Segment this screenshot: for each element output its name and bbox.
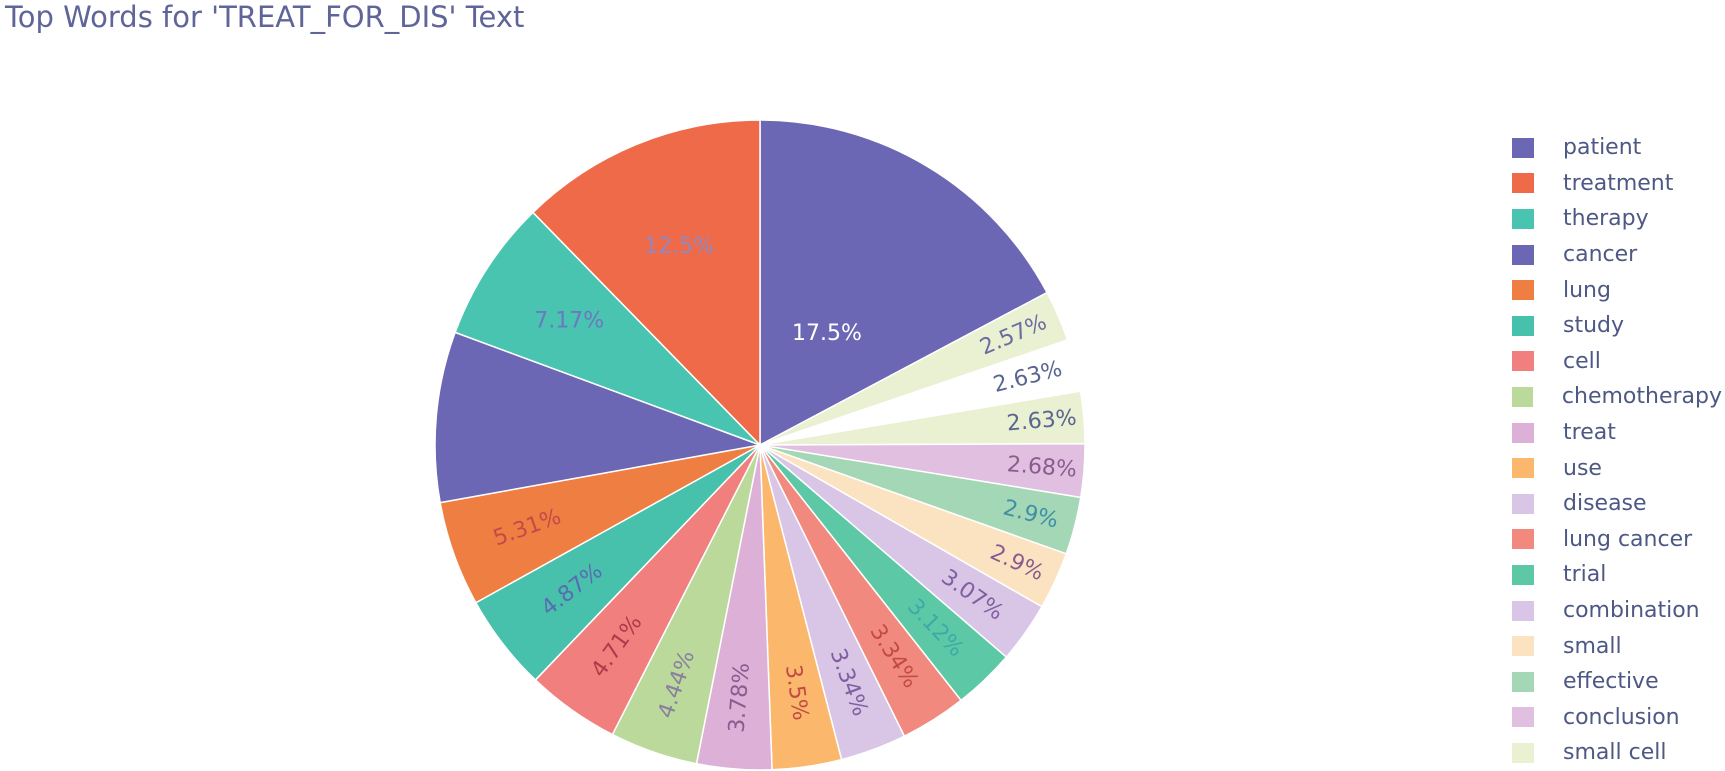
legend-label: chemotherapy — [1561, 384, 1722, 410]
legend-label: use — [1563, 455, 1602, 481]
slice-label-13: 3.78% — [725, 662, 756, 734]
legend-label: conclusion — [1563, 704, 1680, 730]
pie-slices — [434, 119, 1086, 771]
pie-slice-20[interactable] — [531, 119, 761, 447]
legend-swatch — [1512, 386, 1533, 407]
legend-swatch — [1512, 208, 1534, 229]
legend-swatch — [1512, 351, 1534, 372]
slice-label-5: 2.68% — [1006, 452, 1078, 482]
legend-swatch — [1512, 600, 1534, 621]
legend-item-lung[interactable]: lung — [1512, 272, 1722, 308]
slice-label-19: 7.17% — [534, 309, 604, 334]
legend-item-treatment[interactable]: treatment — [1512, 166, 1722, 202]
legend-swatch — [1512, 564, 1534, 585]
legend-swatch — [1512, 315, 1534, 336]
legend-item-small[interactable]: small — [1512, 628, 1722, 664]
legend-item-cancer[interactable]: cancer — [1512, 237, 1722, 273]
pie-slice-1[interactable] — [759, 119, 1049, 447]
legend-item-treat[interactable]: treat — [1512, 415, 1722, 451]
legend-label: trial — [1563, 562, 1607, 588]
legend-label: lung cancer — [1563, 526, 1693, 552]
legend-label: patient — [1563, 135, 1642, 161]
legend-label: combination — [1563, 598, 1700, 624]
legend-item-trial[interactable]: trial — [1512, 557, 1722, 593]
legend-swatch — [1512, 742, 1534, 763]
slice-label-1: 17.5% — [792, 321, 862, 346]
legend-label: cancer — [1563, 242, 1638, 268]
legend-item-use[interactable]: use — [1512, 450, 1722, 486]
legend-item-study[interactable]: study — [1512, 308, 1722, 344]
legend-item-patient[interactable]: patient — [1512, 130, 1722, 166]
legend-item-lung-cancer[interactable]: lung cancer — [1512, 522, 1722, 558]
pie-slice-19[interactable] — [454, 211, 761, 446]
legend-swatch — [1512, 458, 1534, 479]
legend-label: lung — [1563, 277, 1611, 303]
legend-item-disease[interactable]: disease — [1512, 486, 1722, 522]
legend-label: disease — [1563, 491, 1647, 517]
chart-title: Top Words for 'TREAT_FOR_DIS' Text — [5, 0, 525, 34]
legend-label: therapy — [1563, 206, 1649, 232]
legend-item-combination[interactable]: combination — [1512, 593, 1722, 629]
legend: patient treatment therapy cancer lung study ce… — [1512, 130, 1722, 771]
legend-swatch — [1512, 671, 1534, 692]
legend-label: small cell — [1563, 740, 1667, 766]
legend-item-conclusion[interactable]: conclusion — [1512, 700, 1722, 736]
legend-swatch — [1512, 636, 1534, 657]
legend-label: treat — [1563, 420, 1616, 446]
legend-item-small-cell[interactable]: small cell — [1512, 735, 1722, 771]
legend-swatch — [1512, 529, 1534, 550]
legend-item-effective[interactable]: effective — [1512, 664, 1722, 700]
legend-label: treatment — [1563, 170, 1674, 196]
legend-item-chemotherapy[interactable]: chemotherapy — [1512, 379, 1722, 415]
legend-label: small — [1563, 633, 1622, 659]
slice-label-20: 12.5% — [644, 234, 714, 259]
legend-swatch — [1512, 493, 1534, 514]
legend-swatch — [1512, 173, 1534, 194]
legend-label: effective — [1563, 669, 1659, 695]
legend-swatch — [1512, 422, 1534, 443]
legend-swatch — [1512, 137, 1534, 158]
legend-label: study — [1563, 313, 1625, 339]
legend-label: cell — [1563, 348, 1601, 374]
legend-swatch — [1512, 280, 1534, 301]
pie-slice-18[interactable] — [434, 331, 763, 504]
legend-item-therapy[interactable]: therapy — [1512, 201, 1722, 237]
slice-label-4: 2.63% — [1006, 406, 1078, 437]
legend-swatch — [1512, 707, 1534, 728]
legend-item-cell[interactable]: cell — [1512, 344, 1722, 380]
legend-swatch — [1512, 244, 1534, 265]
